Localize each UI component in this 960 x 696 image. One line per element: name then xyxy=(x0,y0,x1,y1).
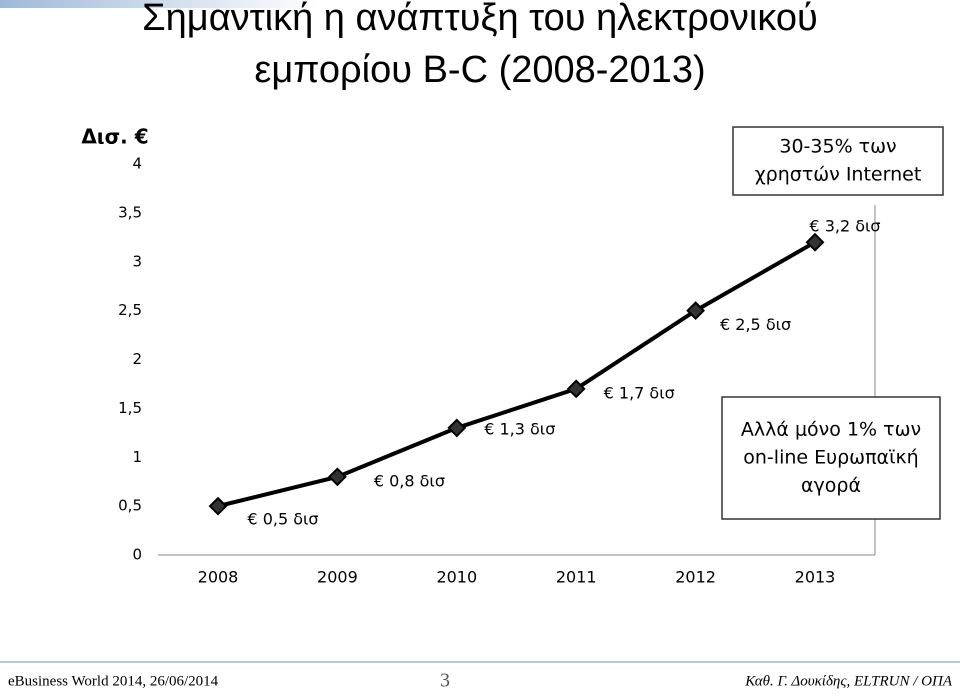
y-tick-label: 1 xyxy=(132,448,142,466)
data-label: € 1,3 δισ xyxy=(484,419,555,438)
x-tick-label: 2013 xyxy=(795,568,836,587)
x-tick-label: 2011 xyxy=(556,568,597,587)
y-tick-label: 1,5 xyxy=(118,399,142,417)
annotation-text: Αλλά μόνο 1% των xyxy=(741,419,921,441)
footer-left: eBusiness World 2014, 26/06/2014 xyxy=(8,673,219,689)
y-tick-label: 2,5 xyxy=(118,301,142,319)
x-tick-label: 2009 xyxy=(317,568,358,587)
annotation-text: 30-35% των xyxy=(779,136,896,158)
annotation-text: χρηστών Internet xyxy=(755,164,922,186)
y-tick-label: 0 xyxy=(132,546,142,564)
marker xyxy=(805,232,825,252)
y-tick-label: 2 xyxy=(132,350,142,368)
page-number: 3 xyxy=(440,670,450,691)
marker xyxy=(686,301,706,321)
x-tick-label: 2012 xyxy=(675,568,716,587)
y-axis-label: Δισ. € xyxy=(81,125,148,149)
annotation-text: on-line Ευρωπαϊκή xyxy=(743,447,918,469)
x-tick-label: 2010 xyxy=(436,568,477,587)
marker xyxy=(447,418,467,438)
annotation-box xyxy=(732,126,944,196)
title-line: εμπορίου B-C (2008-2013) xyxy=(254,49,705,91)
y-tick-label: 4 xyxy=(132,155,142,173)
data-label: € 1,7 δισ xyxy=(604,383,675,402)
data-label: € 0,5 δισ xyxy=(247,510,318,529)
data-line xyxy=(217,240,816,509)
decor-bar xyxy=(0,0,320,8)
data-label: € 2,5 δισ xyxy=(720,315,791,334)
title-line: Σημαντική η ανάπτυξη του ηλεκτρονικού xyxy=(142,0,818,39)
x-tick-label: 2008 xyxy=(198,568,239,587)
annotation-box xyxy=(721,396,941,520)
annotation-text: αγορά xyxy=(801,475,861,497)
y-tick-label: 3 xyxy=(132,252,142,270)
y-tick-label: 0,5 xyxy=(118,497,142,515)
footer-right: Καθ. Γ. Δουκίδης, ELTRUN / ΟΠΑ xyxy=(744,673,953,689)
marker xyxy=(208,496,228,516)
y-tick-label: 3,5 xyxy=(118,203,142,221)
data-label: € 3,2 δισ xyxy=(809,217,880,236)
data-label: € 0,8 δισ xyxy=(374,471,445,490)
marker xyxy=(566,379,586,399)
marker xyxy=(327,467,347,487)
